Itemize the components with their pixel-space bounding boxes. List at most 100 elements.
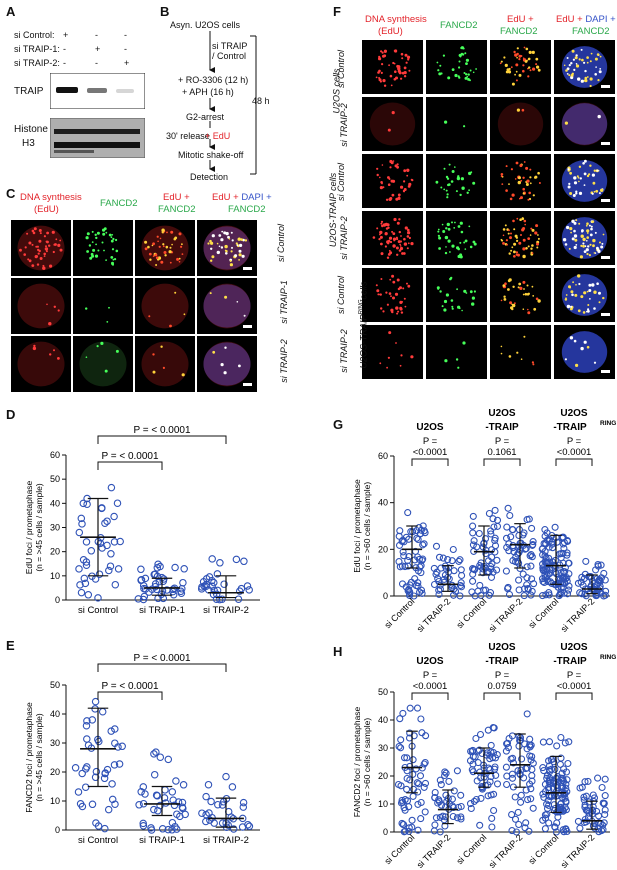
data-point [456, 581, 465, 590]
data-point [179, 781, 188, 789]
data-point [561, 794, 569, 802]
data-point [582, 557, 590, 565]
scale-bar [243, 325, 252, 328]
significance-bracket [411, 458, 449, 466]
y-tick-label: 20 [378, 544, 388, 554]
data-point [107, 727, 115, 735]
y-tick-label: 30 [50, 738, 60, 748]
data-point [511, 793, 519, 801]
data-point [178, 803, 187, 811]
y-axis-label: (n = >60 cells / sample) [362, 482, 372, 571]
data-point [457, 583, 466, 591]
data-point [151, 580, 160, 588]
significance-bracket [555, 458, 593, 466]
data-point [469, 512, 477, 520]
micrograph-panel [362, 40, 423, 94]
data-point [74, 788, 83, 796]
micrograph-panel [11, 278, 71, 334]
y-tick-label: 20 [50, 547, 60, 557]
data-point [529, 759, 537, 767]
mark: - [63, 58, 66, 68]
p-value: P = [567, 670, 582, 681]
data-point [240, 557, 248, 566]
data-point [507, 533, 515, 541]
x-tick-label: si Control [78, 835, 118, 846]
mark: - [95, 30, 98, 40]
data-point [580, 793, 588, 801]
data-point [222, 772, 230, 781]
data-point [515, 586, 523, 594]
data-point [545, 738, 554, 746]
data-point [521, 824, 529, 832]
data-point [551, 823, 559, 831]
data-point [589, 803, 597, 811]
western-blot-histone [50, 118, 145, 158]
data-point [114, 743, 122, 751]
mark: - [95, 58, 98, 68]
micrograph-panel [554, 268, 615, 322]
group-title: U2OS [560, 642, 588, 653]
micrograph-panel [73, 278, 133, 334]
micrograph-panel [426, 40, 487, 94]
data-point [420, 760, 428, 768]
data-point [550, 758, 558, 766]
data-point [472, 795, 480, 804]
p-value: P = [423, 670, 438, 681]
data-point [152, 748, 160, 756]
data-point [81, 579, 90, 588]
data-point [172, 825, 181, 833]
data-point [546, 776, 554, 784]
data-point [421, 758, 429, 767]
data-point [407, 528, 415, 536]
data-point [98, 707, 107, 716]
data-point [399, 709, 407, 717]
data-point [469, 541, 477, 549]
data-point [457, 791, 465, 799]
data-point [511, 815, 520, 823]
data-point [92, 767, 101, 776]
panel-label-b: B [160, 4, 170, 19]
data-point [514, 557, 522, 565]
data-point [417, 586, 426, 594]
data-point [515, 820, 523, 829]
data-point [202, 792, 210, 801]
group-title: U2OS [488, 642, 516, 653]
data-point [416, 588, 424, 596]
micrograph-panel [197, 278, 257, 334]
data-point [176, 812, 184, 821]
p-value: P = < 0.0001 [133, 653, 191, 664]
data-point [485, 509, 493, 518]
data-point [551, 523, 559, 531]
data-point [576, 784, 584, 792]
data-point [110, 538, 119, 546]
data-point [504, 504, 512, 512]
data-point [396, 715, 404, 723]
flow-step: + APH (16 h) [182, 87, 234, 97]
data-point [150, 750, 158, 758]
micrograph-panel [73, 220, 133, 276]
data-point [509, 526, 517, 534]
data-point [114, 565, 123, 573]
y-tick-label: 40 [378, 498, 388, 508]
duration-label: 48 h [252, 96, 270, 106]
x-tick-label: si TRAIP-2 [559, 596, 597, 634]
data-point [118, 742, 126, 751]
data-point [558, 769, 566, 777]
group-title: -TRAIP [485, 422, 519, 433]
y-axis-label: (n = >60 cells / sample) [362, 718, 372, 807]
data-point [110, 512, 118, 521]
data-point [539, 560, 547, 568]
flow-arrows [209, 31, 257, 175]
data-point [445, 800, 453, 808]
scale-bar [601, 370, 610, 373]
data-point [431, 821, 439, 829]
data-point [245, 822, 254, 831]
group-title: U2OS [560, 408, 588, 419]
data-point [526, 552, 534, 560]
data-point [232, 555, 241, 564]
data-point [228, 783, 237, 791]
data-point [487, 530, 495, 538]
data-point [208, 576, 216, 585]
col-header: EdU + DAPI + [556, 14, 616, 25]
data-point [396, 527, 404, 535]
